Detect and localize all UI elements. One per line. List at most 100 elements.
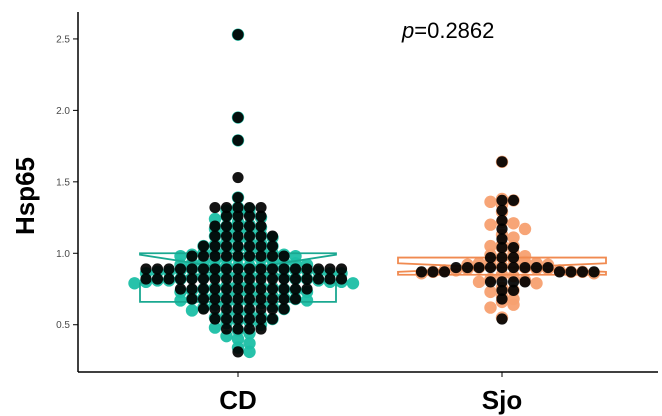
sjo-overlay-point (519, 276, 531, 288)
cd-overlay-point (232, 293, 244, 305)
cd-overlay-point (220, 283, 233, 295)
sjo-overlay-point (519, 261, 531, 274)
cd-overlay-point (220, 273, 233, 285)
sjo-overlay-point (450, 261, 462, 274)
cd-overlay-point (266, 283, 279, 295)
cd-overlay-point (232, 346, 244, 358)
cd-overlay-point (209, 263, 221, 275)
cd-overlay-point (243, 210, 256, 222)
cd-point (346, 277, 360, 290)
cd-point (300, 294, 314, 307)
cd-overlay-point (197, 240, 210, 252)
sjo-overlay-point (496, 194, 508, 207)
cd-overlay-point (278, 273, 290, 285)
cd-overlay-point (301, 263, 313, 275)
cd-overlay-point (220, 240, 233, 252)
cd-overlay-point (220, 323, 233, 335)
cd-overlay-point (232, 29, 244, 41)
cd-overlay-point (255, 293, 267, 305)
cd-overlay-point (255, 230, 267, 242)
sjo-overlay-point (484, 261, 497, 274)
cd-overlay-point (163, 263, 175, 275)
cd-overlay-point (209, 201, 221, 214)
sjo-point (484, 285, 497, 299)
cd-overlay-point (197, 273, 210, 285)
cd-overlay-point (186, 283, 198, 295)
cd-overlay-point (255, 323, 267, 335)
cd-overlay-point (266, 303, 279, 315)
p-value-annotation: p=0.2862 (401, 18, 494, 43)
cd-overlay-point (174, 283, 187, 295)
cd-overlay-point (255, 201, 267, 214)
cd-point (208, 321, 222, 334)
cd-overlay-point (335, 273, 348, 285)
cd-point (174, 294, 187, 307)
cd-overlay-point (220, 201, 233, 214)
cd-point (243, 337, 256, 350)
p-value-symbol: p (401, 18, 414, 43)
cd-overlay-point (266, 273, 279, 285)
sjo-overlay-point (496, 261, 508, 274)
sjo-point (484, 195, 497, 209)
cd-overlay-point (266, 313, 279, 325)
cd-overlay-point (255, 273, 267, 285)
cd-overlay-point (243, 240, 256, 252)
sjo-overlay-point (496, 223, 508, 235)
cd-overlay-point (186, 250, 198, 262)
cd-overlay-point (140, 273, 152, 285)
sjo-overlay-point (507, 284, 520, 297)
cd-overlay-point (174, 263, 187, 275)
cd-overlay-point (220, 263, 233, 275)
sjo-overlay-point (496, 276, 508, 288)
sjo-overlay-point (496, 233, 508, 245)
cd-overlay-point (312, 263, 325, 275)
sjo-point (472, 275, 486, 289)
cd-overlay-point (243, 323, 256, 335)
sjo-overlay-point (507, 241, 520, 254)
cd-overlay-point (209, 220, 221, 232)
cd-overlay-point (266, 230, 279, 242)
cd-overlay-point (301, 273, 313, 285)
cd-overlay-point (278, 263, 290, 275)
sjo-overlay-point (473, 261, 485, 274)
sjo-overlay-point (553, 266, 566, 278)
cd-overlay-point (232, 111, 244, 124)
cd-overlay-point (220, 293, 233, 305)
sjo-overlay-point (427, 266, 439, 278)
sjo-overlay-point (496, 156, 508, 168)
cd-overlay-point (209, 313, 221, 325)
cd-overlay-point (232, 201, 244, 214)
sjo-point (518, 222, 532, 236)
cd-overlay-point (140, 263, 152, 275)
cd-overlay-point (209, 303, 221, 315)
sjo-point (530, 277, 543, 290)
p-value-text: =0.2862 (414, 18, 494, 43)
cd-overlay-point (209, 273, 221, 285)
cd-overlay-point (266, 293, 279, 305)
cd-overlay-point (232, 263, 244, 275)
cd-overlay-point (197, 293, 210, 305)
cd-overlay-point (243, 250, 256, 262)
cd-overlay-point (220, 230, 233, 242)
cd-overlay-point (243, 283, 256, 295)
cd-point (128, 277, 141, 290)
cd-overlay-point (289, 283, 302, 295)
sjo-overlay-point (530, 261, 543, 274)
cd-overlay-point (335, 263, 348, 275)
cd-overlay-point (243, 263, 256, 275)
cd-overlay-point (324, 273, 336, 285)
y-tick-label: 2.5 (56, 34, 70, 45)
y-axis-label: Hsp65 (10, 157, 40, 235)
sjo-point (507, 217, 520, 230)
sjo-overlay-point (438, 266, 451, 278)
cd-point (185, 304, 199, 317)
cd-overlay-point (312, 273, 325, 285)
cd-point (243, 345, 256, 359)
sjo-overlay-point (496, 251, 508, 264)
y-tick-label: 1.5 (56, 177, 70, 188)
cd-overlay-point (278, 293, 290, 305)
x-ticks: CD Sjo (219, 372, 522, 415)
sjo-overlay-point (496, 214, 508, 227)
cd-overlay-point (301, 283, 313, 295)
